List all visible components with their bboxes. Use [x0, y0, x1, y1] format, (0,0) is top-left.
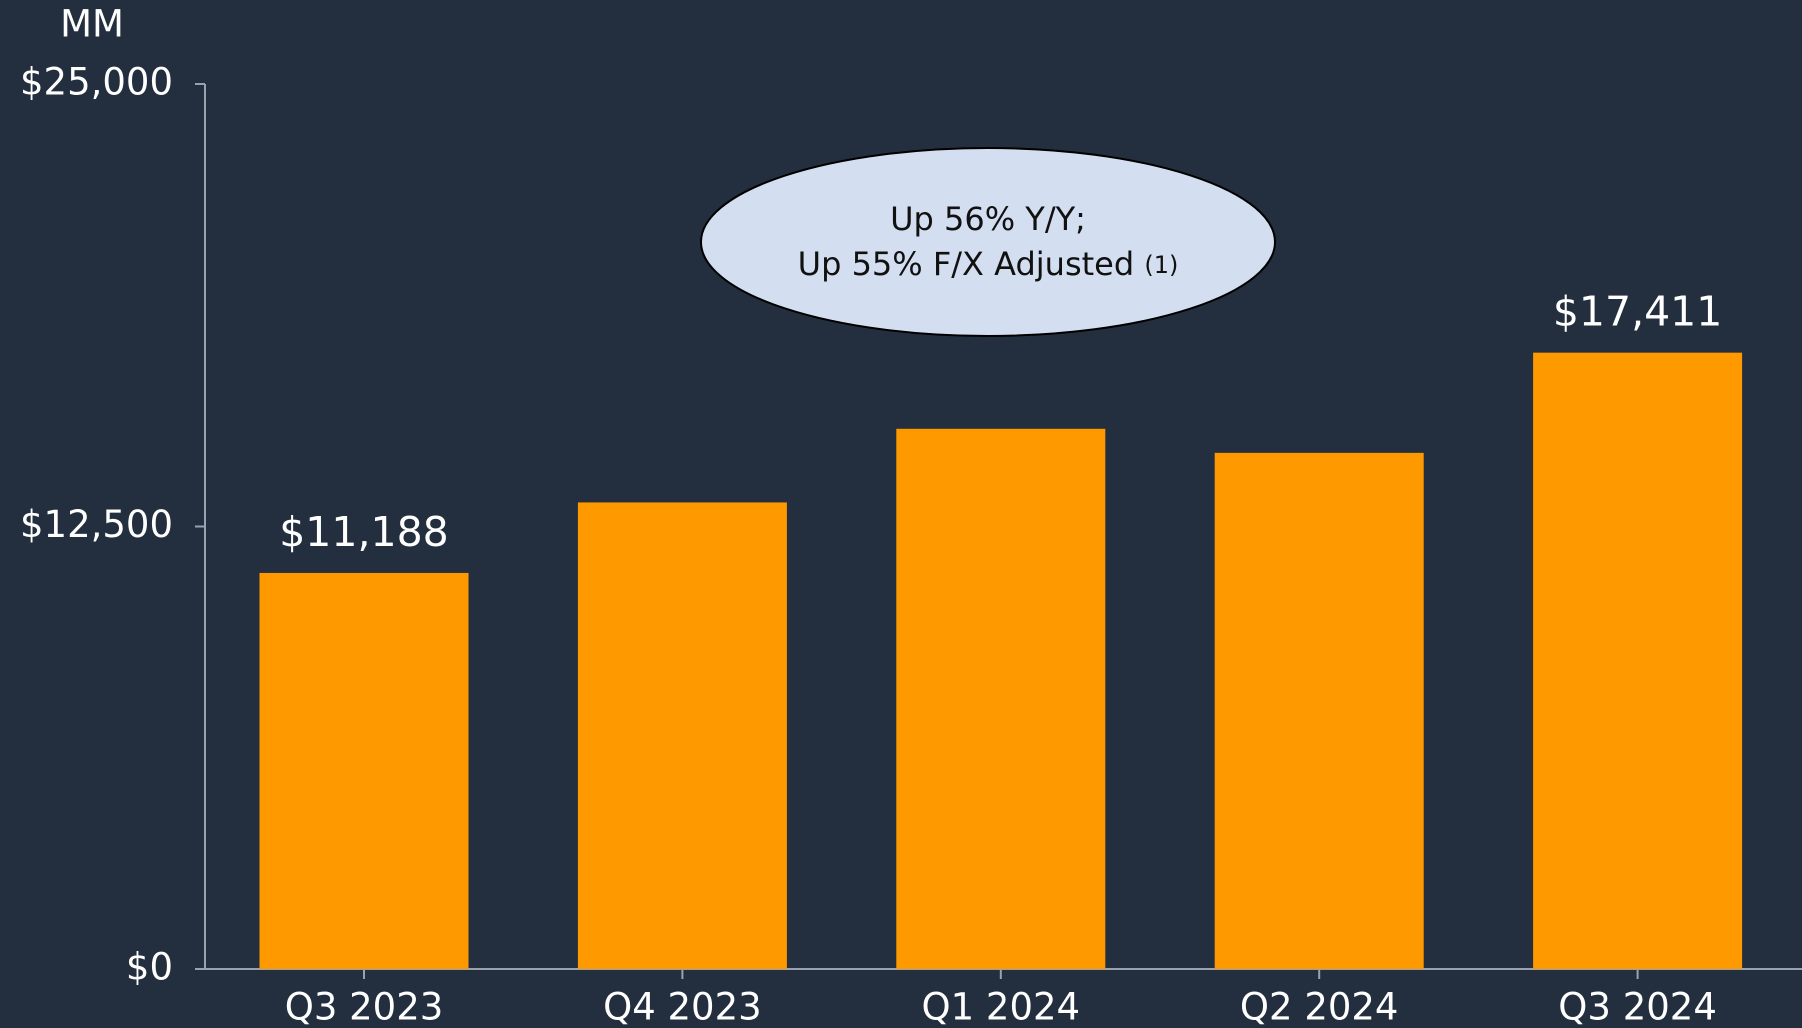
x-tick-label: Q1 2024 [922, 986, 1081, 1028]
bar [896, 428, 1106, 969]
bar [577, 502, 787, 969]
x-tick-label: Q3 2023 [285, 986, 444, 1028]
annotation-line: Up 56% Y/Y; [890, 200, 1086, 238]
bar [1533, 352, 1743, 969]
x-tick-label: Q2 2024 [1240, 986, 1399, 1028]
y-tick-label: $0 [126, 946, 173, 989]
x-tick-label: Q4 2023 [603, 986, 762, 1028]
x-tick-label: Q3 2024 [1558, 986, 1717, 1028]
annotation-text: Up 55% F/X Adjusted [798, 245, 1135, 283]
unit-label: MM [60, 3, 124, 46]
bar [1214, 452, 1424, 969]
value-label: $17,411 [1553, 288, 1723, 336]
bar [259, 572, 469, 969]
annotation-bubble [700, 147, 1276, 337]
annotation-line: Up 55% F/X Adjusted (1) [798, 245, 1179, 283]
y-tick-label: $25,000 [20, 61, 173, 104]
annotation-footnote: (1) [1144, 251, 1178, 279]
value-label: $11,188 [279, 508, 449, 556]
y-tick-label: $12,500 [20, 503, 173, 546]
